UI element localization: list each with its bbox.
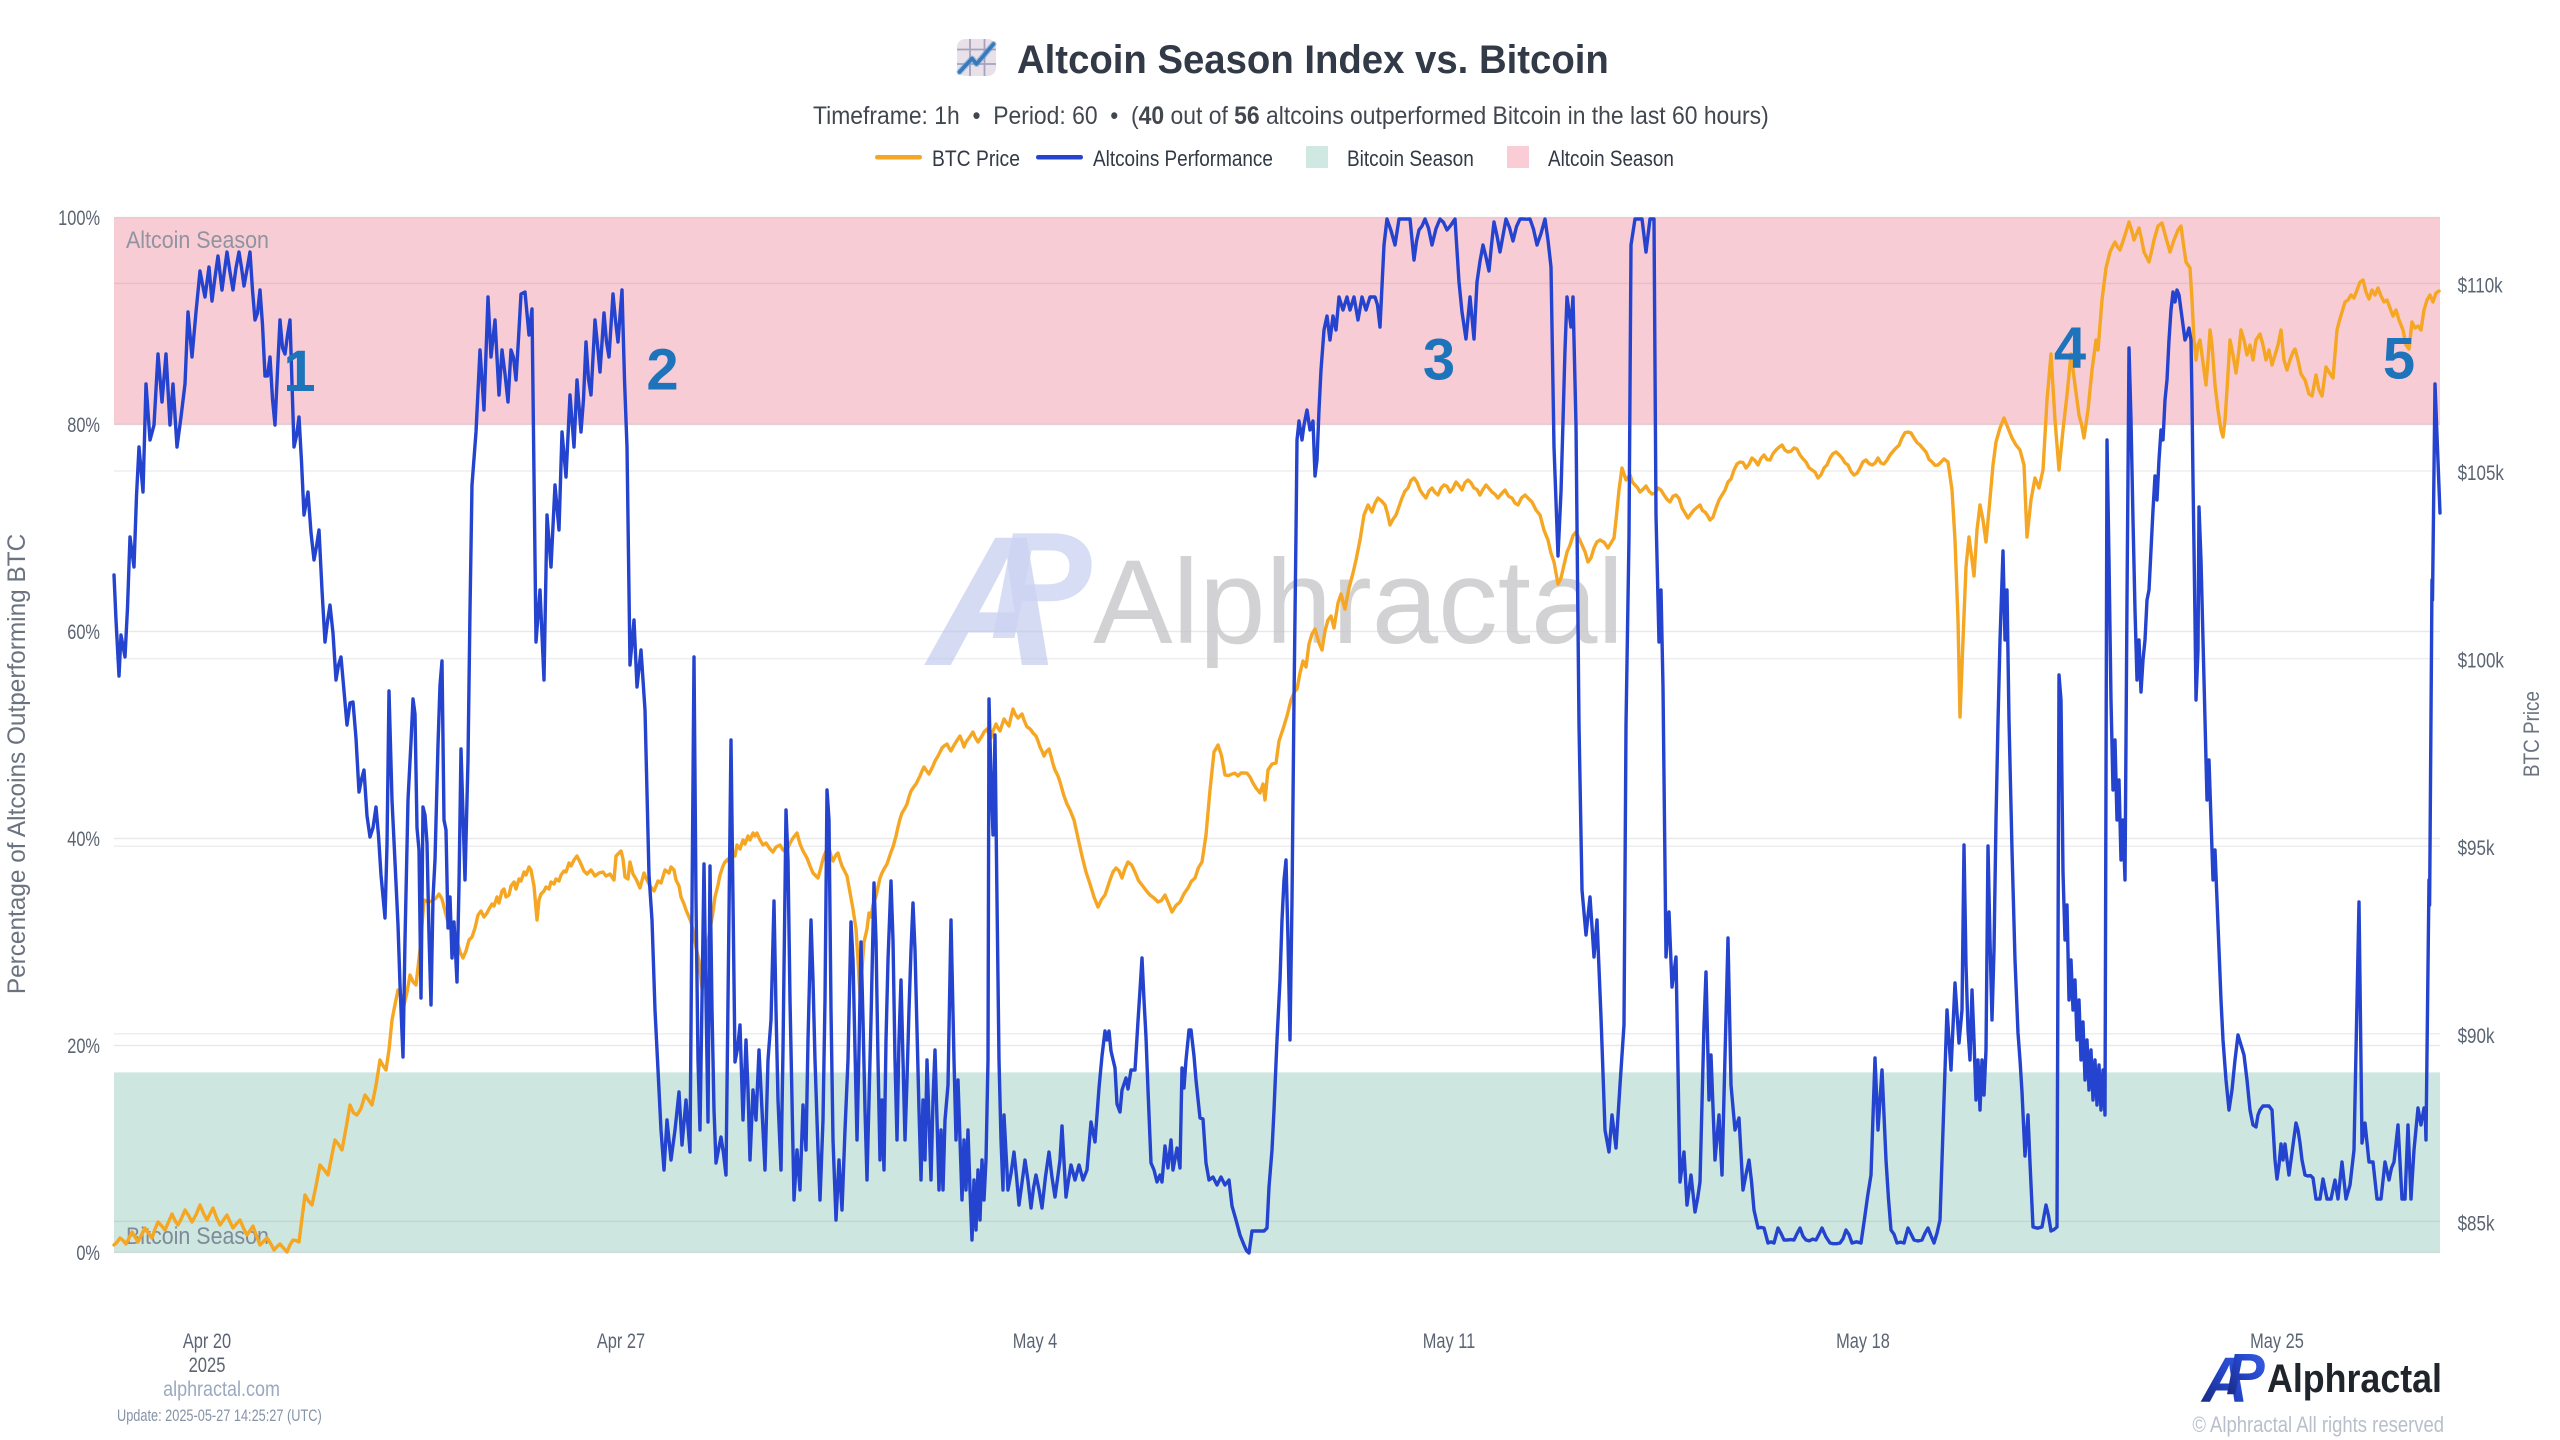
svg-text:© Alphractal All rights reserv: © Alphractal All rights reserved <box>2192 1414 2444 1438</box>
svg-text:$85k: $85k <box>2458 1213 2495 1236</box>
svg-text:A: A <box>924 499 1062 705</box>
svg-text:Altcoin Season: Altcoin Season <box>1548 147 1674 172</box>
svg-text:P: P <box>2226 1342 2265 1407</box>
svg-text:$90k: $90k <box>2458 1025 2495 1048</box>
svg-text:Altcoin Season Index vs. Bitco: Altcoin Season Index vs. Bitcoin <box>1017 38 1609 82</box>
svg-text:Bitcoin Season: Bitcoin Season <box>1347 147 1474 172</box>
svg-text:A: A <box>2200 1344 2248 1416</box>
svg-text:Apr 27: Apr 27 <box>597 1329 645 1352</box>
svg-text:$95k: $95k <box>2458 838 2495 861</box>
svg-text:2025: 2025 <box>189 1354 226 1377</box>
svg-text:May 25: May 25 <box>2250 1329 2304 1352</box>
svg-text:40%: 40% <box>67 827 100 850</box>
svg-text:1: 1 <box>283 339 315 404</box>
svg-text:Altcoin Season: Altcoin Season <box>126 226 269 253</box>
svg-text:alphractal.com: alphractal.com <box>163 1378 280 1402</box>
svg-text:100%: 100% <box>58 206 100 229</box>
svg-text:May 11: May 11 <box>1423 1329 1475 1352</box>
svg-text:May 18: May 18 <box>1836 1329 1890 1352</box>
svg-text:2: 2 <box>646 338 678 403</box>
svg-text:BTC Price: BTC Price <box>2520 691 2545 777</box>
svg-text:80%: 80% <box>67 413 100 436</box>
svg-text:4: 4 <box>2054 316 2086 381</box>
svg-text:20%: 20% <box>67 1034 100 1057</box>
svg-text:Timeframe: 1h • Period: 60: Timeframe: 1h • Period: 60 • (40 out of … <box>813 102 1769 130</box>
svg-text:May 4: May 4 <box>1013 1329 1058 1352</box>
svg-text:Update: 2025-05-27 14:25:27 (U: Update: 2025-05-27 14:25:27 (UTC) <box>117 1406 322 1425</box>
svg-text:Percentage of Altcoins Outperf: Percentage of Altcoins Outperforming BTC <box>4 534 31 994</box>
svg-text:P: P <box>990 501 1092 671</box>
svg-text:60%: 60% <box>67 620 100 643</box>
svg-text:Alphractal: Alphractal <box>1093 536 1624 669</box>
svg-text:$110k: $110k <box>2458 275 2503 298</box>
svg-text:$100k: $100k <box>2458 650 2505 673</box>
svg-text:BTC Price: BTC Price <box>932 147 1020 171</box>
svg-text:0%: 0% <box>76 1241 100 1264</box>
svg-text:3: 3 <box>1423 328 1455 393</box>
svg-text:$105k: $105k <box>2458 462 2505 485</box>
svg-text:Apr 20: Apr 20 <box>183 1329 231 1352</box>
svg-text:Altcoins Performance: Altcoins Performance <box>1093 147 1273 172</box>
svg-text:5: 5 <box>2383 327 2415 392</box>
svg-text:Alphractal: Alphractal <box>2267 1357 2442 1401</box>
